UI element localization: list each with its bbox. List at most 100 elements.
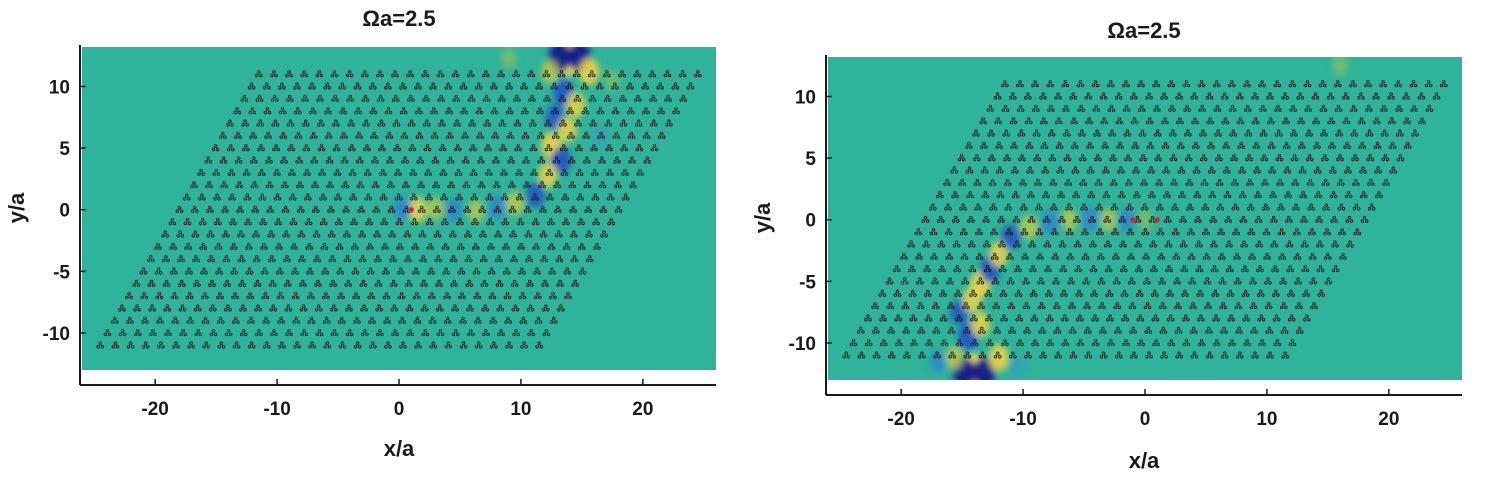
scatterer-point [1288,194,1292,199]
scatterer-point [972,339,977,343]
scatterer-point [349,119,353,123]
scatterer-point [907,244,911,248]
scatterer-point [991,203,995,207]
scatterer-point [1427,104,1432,109]
scatterer-point [674,107,678,111]
scatterer-point [1173,157,1178,162]
scatterer-point [1166,293,1170,297]
scatterer-point [483,234,487,238]
scatterer-point [967,219,971,223]
scatterer-point [270,98,275,102]
scatterer-point [1308,178,1313,183]
scatterer-point [915,281,920,285]
scatterer-point [986,219,990,223]
scatterer-point [350,332,354,337]
scatterer-point [388,156,392,160]
scatterer-point [429,86,433,90]
scatterer-point [642,110,646,115]
scatterer-point [1152,194,1156,199]
scatterer-point [546,308,550,312]
scatterer-point [1323,83,1327,88]
scatterer-point [430,316,435,321]
scatterer-point [1311,207,1315,211]
scatterer-point [340,135,344,139]
scatterer-point [1368,83,1372,88]
scatterer-point [1402,96,1406,100]
scatterer-point [453,329,458,333]
scatterer-point [1018,268,1022,273]
scatterer-point [1353,154,1357,158]
scatterer-point [270,73,274,78]
scatterer-point [391,98,396,102]
scatterer-point [267,345,271,349]
scatterer-point [407,279,411,284]
scatterer-point [897,293,902,297]
scatterer-point [452,98,456,102]
scatterer-point [401,295,406,300]
scatterer-point [1275,268,1279,273]
scatterer-point [360,73,365,78]
scatterer-point [405,308,410,312]
scatterer-point [1186,129,1190,133]
scatterer-point [1003,339,1007,343]
scatterer-point [885,281,890,285]
scatterer-point [1289,314,1294,318]
scatterer-point [649,98,653,102]
scatterer-point [1220,277,1225,281]
scatterer-point [499,329,503,333]
scatterer-point [987,244,991,248]
scatterer-point [905,305,910,310]
scatterer-point [1269,219,1274,223]
scatterer-point [979,302,983,306]
scatterer-point [1086,92,1091,96]
scatterer-point [287,329,291,333]
scatterer-point [278,345,282,349]
scatterer-point [1140,182,1144,186]
scatterer-point [554,209,558,213]
scatterer-point [947,252,952,257]
scatterer-point [1289,219,1293,223]
scatterer-point [686,86,691,90]
scatterer-point [230,123,234,127]
scatterer-point [504,242,508,247]
scatterer-point [349,308,353,312]
scatterer-point [536,110,540,115]
scatterer-point [1338,231,1342,236]
scatterer-point [868,318,872,322]
scatterer-point [313,135,318,139]
scatterer-point [302,329,306,333]
scatterer-point [402,184,406,189]
scatterer-point [344,160,349,164]
scatterer-point [471,221,475,226]
scatterer-point [920,351,924,355]
scatterer-point [1333,170,1337,174]
scatterer-point [130,320,134,324]
scatterer-point [262,197,267,201]
scatterer-point [628,160,632,164]
scatterer-point [1195,191,1199,195]
scatterer-point [1112,281,1117,285]
scatterer-point [380,221,384,226]
scatterer-point [1338,83,1342,88]
scatterer-point [1060,215,1064,220]
scatterer-point [355,135,359,139]
scatterer-point [324,135,329,139]
scatterer-point [931,203,935,207]
scatterer-point [1052,203,1056,207]
scatterer-point [430,221,434,226]
scatterer-point [1013,96,1017,100]
scatterer-point [1178,194,1182,199]
scatterer-point [1336,104,1341,109]
scatterer-point [349,197,353,201]
scatterer-point [572,184,577,189]
scatterer-point [982,166,987,170]
scatterer-point [487,246,491,250]
scatterer-point [1070,326,1075,331]
scatterer-point [1187,178,1192,183]
scatterer-point [1126,342,1130,347]
scatterer-point [1264,228,1269,232]
scatterer-point [1103,141,1107,146]
scatterer-point [1164,355,1168,359]
scatterer-point [1130,120,1135,125]
scatterer-point [148,308,152,312]
